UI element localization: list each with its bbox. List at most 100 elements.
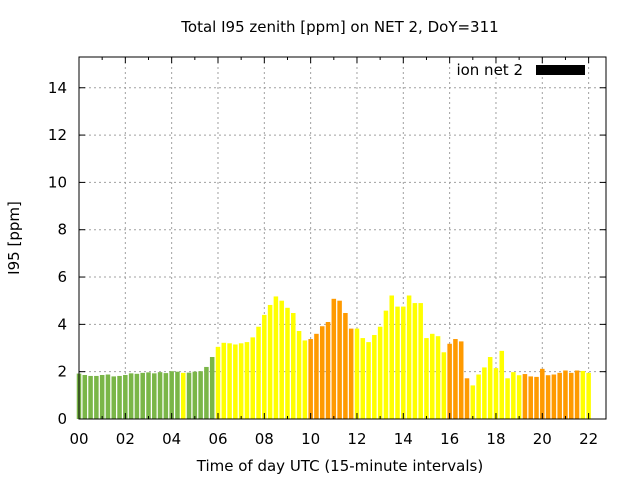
bar (319, 326, 325, 419)
bar (377, 326, 383, 419)
bar (285, 307, 290, 419)
bar (215, 346, 221, 419)
bar (505, 378, 510, 419)
x-axis-title: Time of day UTC (15-minute intervals) (196, 457, 483, 475)
bar (94, 375, 99, 419)
x-tick-label: 22 (579, 430, 598, 448)
bar (337, 300, 342, 419)
y-tick-label: 4 (57, 315, 67, 333)
bar (238, 343, 244, 419)
bar (511, 372, 516, 419)
y-tick-label: 6 (57, 268, 67, 286)
bar (551, 374, 557, 419)
bar (140, 372, 145, 419)
bar (563, 370, 568, 419)
x-tick-label: 04 (162, 430, 181, 448)
bar (580, 370, 586, 419)
bar (221, 342, 227, 419)
bar (499, 350, 505, 419)
bar (256, 326, 261, 419)
bar (430, 333, 435, 419)
bar (262, 314, 267, 419)
bar (343, 313, 348, 419)
bar (372, 335, 377, 419)
y-tick-label: 8 (57, 221, 67, 239)
bar (134, 373, 140, 419)
bar (302, 340, 308, 419)
bar (82, 374, 88, 419)
legend-swatch (536, 65, 585, 75)
bar (447, 343, 452, 419)
bar (273, 296, 279, 419)
bar (354, 328, 360, 419)
bar (128, 373, 134, 419)
plot-frame (78, 56, 607, 420)
bar (163, 373, 169, 419)
bar (453, 339, 458, 419)
bar (540, 368, 545, 419)
bar (557, 372, 562, 419)
bar (528, 376, 533, 419)
y-tick-label: 12 (48, 126, 67, 144)
bar (487, 357, 493, 419)
bar (395, 306, 400, 419)
y-axis-title: I95 [ppm] (5, 201, 23, 275)
bar (389, 295, 394, 419)
bar (406, 295, 412, 419)
bar (470, 385, 476, 419)
bar (568, 372, 574, 419)
bar (209, 357, 215, 419)
x-tick-label: 00 (69, 430, 88, 448)
bar (279, 300, 284, 419)
bar (458, 341, 464, 419)
bar (348, 328, 354, 419)
bar (360, 338, 366, 419)
bar (441, 352, 447, 419)
x-tick-label: 20 (533, 430, 552, 448)
y-tick-label: 14 (48, 79, 67, 97)
bar (169, 371, 174, 419)
bar (366, 342, 371, 419)
bar (383, 310, 389, 419)
bar (476, 374, 481, 419)
bar (192, 371, 198, 419)
bar (516, 375, 522, 419)
bar (117, 375, 122, 419)
bar (493, 368, 499, 419)
x-tick-label: 14 (394, 430, 413, 448)
x-tick-label: 18 (486, 430, 505, 448)
bar (250, 337, 255, 419)
bar (534, 376, 539, 419)
bar (204, 366, 209, 419)
y-tick-label: 10 (48, 173, 67, 191)
bar (574, 370, 580, 419)
bar (152, 373, 157, 419)
bar (180, 372, 186, 419)
legend: ion net 2 (456, 61, 585, 79)
bar (482, 367, 487, 419)
bar (314, 333, 319, 419)
bar (175, 371, 180, 419)
bar (99, 374, 105, 419)
bar (244, 342, 250, 419)
bar (291, 313, 296, 419)
y-tick-label: 0 (57, 410, 67, 428)
bar (146, 372, 151, 419)
bar (586, 372, 591, 419)
bar (401, 306, 406, 419)
bar (464, 378, 470, 419)
bar (412, 303, 418, 419)
bar (424, 338, 429, 419)
bar (435, 336, 441, 419)
bar (522, 374, 528, 419)
bar (123, 374, 128, 419)
grid (79, 57, 606, 419)
bar (105, 374, 111, 419)
bar (198, 371, 203, 419)
bar (233, 344, 238, 419)
x-tick-label: 06 (208, 430, 227, 448)
bar (186, 372, 192, 419)
y-tick-label: 2 (57, 363, 67, 381)
